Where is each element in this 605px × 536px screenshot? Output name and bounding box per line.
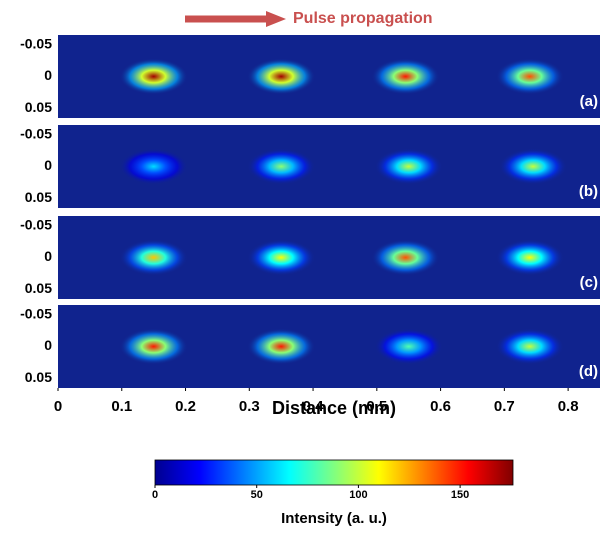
- y-tick-label: -0.05: [20, 305, 52, 321]
- y-tick-label: 0.05: [25, 99, 52, 115]
- intensity-spot: [247, 58, 316, 95]
- intensity-spot: [374, 328, 443, 365]
- y-tick-label: -0.05: [20, 35, 52, 51]
- intensity-spot: [495, 239, 564, 276]
- colorbar-tick-label: 150: [451, 489, 469, 501]
- y-tick-label: 0.05: [25, 280, 52, 296]
- x-tick-label: 0.1: [111, 398, 132, 415]
- panel-label: (a): [580, 93, 598, 110]
- panel-label: (b): [579, 183, 598, 200]
- intensity-spot: [247, 328, 316, 365]
- x-tick-label: 0: [54, 398, 62, 415]
- intensity-spot: [247, 148, 316, 185]
- y-tick-label: -0.05: [20, 216, 52, 232]
- x-tick-label: 0.6: [430, 398, 451, 415]
- panel-label: (d): [579, 363, 598, 380]
- annotation-arrow-head: [266, 11, 286, 27]
- annotation: Pulse propagation: [293, 10, 433, 27]
- intensity-spot: [119, 328, 188, 365]
- intensity-spot: [119, 148, 188, 185]
- intensity-spot: [247, 239, 316, 276]
- y-tick-label: -0.05: [20, 125, 52, 141]
- y-tick-label: 0: [44, 337, 52, 353]
- x-axis-label: Distance (mm): [272, 398, 396, 418]
- intensity-spot: [371, 58, 440, 95]
- y-tick-label: 0: [44, 67, 52, 83]
- intensity-spot: [119, 239, 188, 276]
- x-tick-label: 0.2: [175, 398, 196, 415]
- intensity-spot: [495, 328, 564, 365]
- x-tick-label: 0.5: [366, 398, 387, 415]
- colorbar: [154, 459, 514, 486]
- y-tick-label: 0.05: [25, 189, 52, 205]
- y-tick-label: 0: [44, 157, 52, 173]
- panel-label: (c): [580, 274, 598, 291]
- colorbar-tick-label: 0: [152, 489, 158, 501]
- colorbar-tick-label: 100: [349, 489, 367, 501]
- intensity-spot: [374, 148, 443, 185]
- intensity-spot: [371, 239, 440, 276]
- x-tick-label: 0.8: [558, 398, 579, 415]
- colorbar-tick-label: 50: [251, 489, 263, 501]
- intensity-spot: [499, 148, 568, 185]
- x-tick-label: 0.3: [239, 398, 260, 415]
- y-tick-label: 0: [44, 248, 52, 264]
- intensity-spot: [495, 58, 564, 95]
- x-tick-label: 0.4: [303, 398, 325, 415]
- y-tick-label: 0.05: [25, 369, 52, 385]
- x-tick-label: 0.7: [494, 398, 515, 415]
- colorbar-label: Intensity (a. u.): [281, 510, 387, 527]
- intensity-spot: [119, 58, 188, 95]
